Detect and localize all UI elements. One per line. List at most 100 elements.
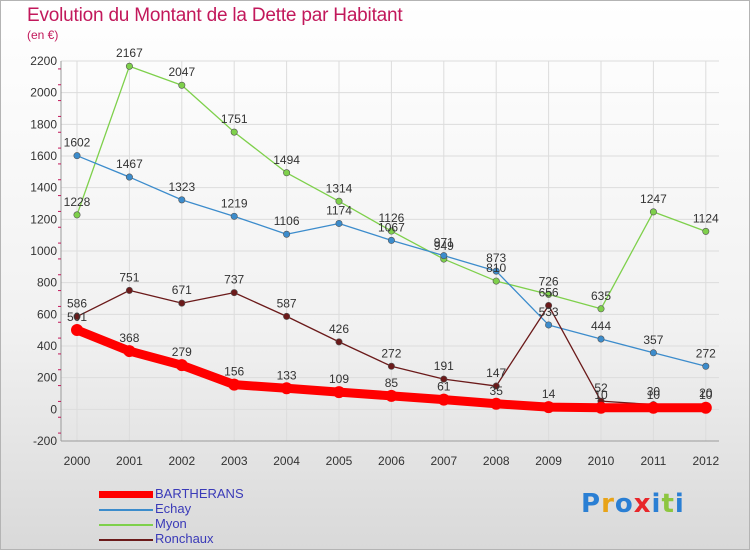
chart-unit: (en €) [27,28,59,42]
data-point [542,401,555,414]
data-label: 10 [647,388,661,402]
data-label: 635 [591,289,611,303]
data-label: 726 [539,274,559,288]
x-tick-label: 2010 [588,454,615,468]
data-point [387,362,395,370]
data-point [283,312,291,320]
data-label: 671 [172,283,192,297]
data-label: 272 [696,346,716,360]
data-point [545,290,553,298]
data-point [649,349,657,357]
data-point [490,397,503,410]
data-point [702,362,710,370]
data-point [437,393,450,406]
data-point [125,173,133,181]
data-label: 533 [539,305,559,319]
data-label: 1174 [326,203,352,217]
data-label: 1106 [274,214,300,228]
data-point [73,313,81,321]
data-label: 14 [542,387,556,401]
data-point [125,62,133,70]
data-label: 30 [647,385,661,399]
legend-label: Myon [155,516,187,531]
data-label: 20 [699,386,713,400]
logo-letter: i [674,489,685,519]
data-point [71,324,83,337]
data-label: 1228 [64,195,91,209]
data-point [178,196,186,204]
x-tick-label: 2002 [168,454,195,468]
data-point [230,289,238,297]
y-tick-label: 600 [37,307,57,321]
data-label: 444 [591,319,611,333]
x-tick-label: 2001 [116,454,143,468]
y-tick-label: 1000 [30,244,57,258]
legend-swatch [99,491,153,498]
y-tick-label: 1600 [30,149,57,163]
x-tick-label: 2011 [640,454,666,468]
data-point [73,211,81,219]
data-label: 1602 [64,136,91,150]
data-label: 109 [329,372,349,386]
data-point [387,227,395,235]
logo-letter: t [661,489,675,519]
data-point [123,345,136,358]
data-point [125,286,133,294]
data-label: 357 [643,333,663,347]
data-point [178,299,186,307]
data-label: 133 [277,368,297,382]
data-label: 272 [381,346,401,360]
legend-label: Ronchaux [155,531,214,546]
data-label: 1494 [273,153,300,167]
data-point [595,401,607,414]
legend-label: BARTHERANS [155,486,244,501]
data-label: 147 [486,366,506,380]
data-point [230,128,238,136]
data-point [492,267,500,275]
x-tick-label: 2008 [483,454,510,468]
data-point [492,277,500,285]
data-point [335,338,343,346]
x-tick-label: 2005 [326,454,353,468]
proxiti-logo: Proxiti [581,489,685,519]
y-tick-label: 2200 [30,54,57,68]
data-label: 2167 [116,46,143,60]
data-label: 810 [486,261,506,275]
data-point [335,197,343,205]
data-label: 10 [594,388,608,402]
data-point [178,81,186,89]
data-label: 1314 [326,181,353,195]
x-tick-label: 2009 [535,454,562,468]
y-tick-label: 400 [37,339,57,353]
data-point [702,227,710,235]
data-point [597,335,605,343]
data-point [280,382,293,395]
data-label: 368 [119,331,139,345]
y-tick-label: 0 [50,402,57,416]
data-point [440,375,448,383]
data-label: 1126 [378,211,404,225]
data-label: 279 [172,345,192,359]
data-label: 586 [67,297,87,311]
data-point [73,152,81,160]
y-tick-label: -200 [33,434,57,448]
data-point [283,169,291,177]
data-label: 61 [437,380,451,394]
data-point [230,212,238,220]
data-label: 1124 [693,211,719,225]
data-point [545,321,553,329]
data-label: 1247 [640,192,667,206]
x-tick-label: 2006 [378,454,405,468]
data-point [335,219,343,227]
legend-swatch [99,539,153,541]
data-label: 52 [594,381,608,395]
data-label: 656 [539,285,559,299]
data-label: 1467 [116,157,143,171]
data-label: 587 [277,296,297,310]
x-tick-label: 2003 [221,454,248,468]
data-point [440,252,448,260]
data-point [385,389,398,402]
logo-letter: r [601,489,615,519]
y-tick-label: 1400 [30,181,57,195]
